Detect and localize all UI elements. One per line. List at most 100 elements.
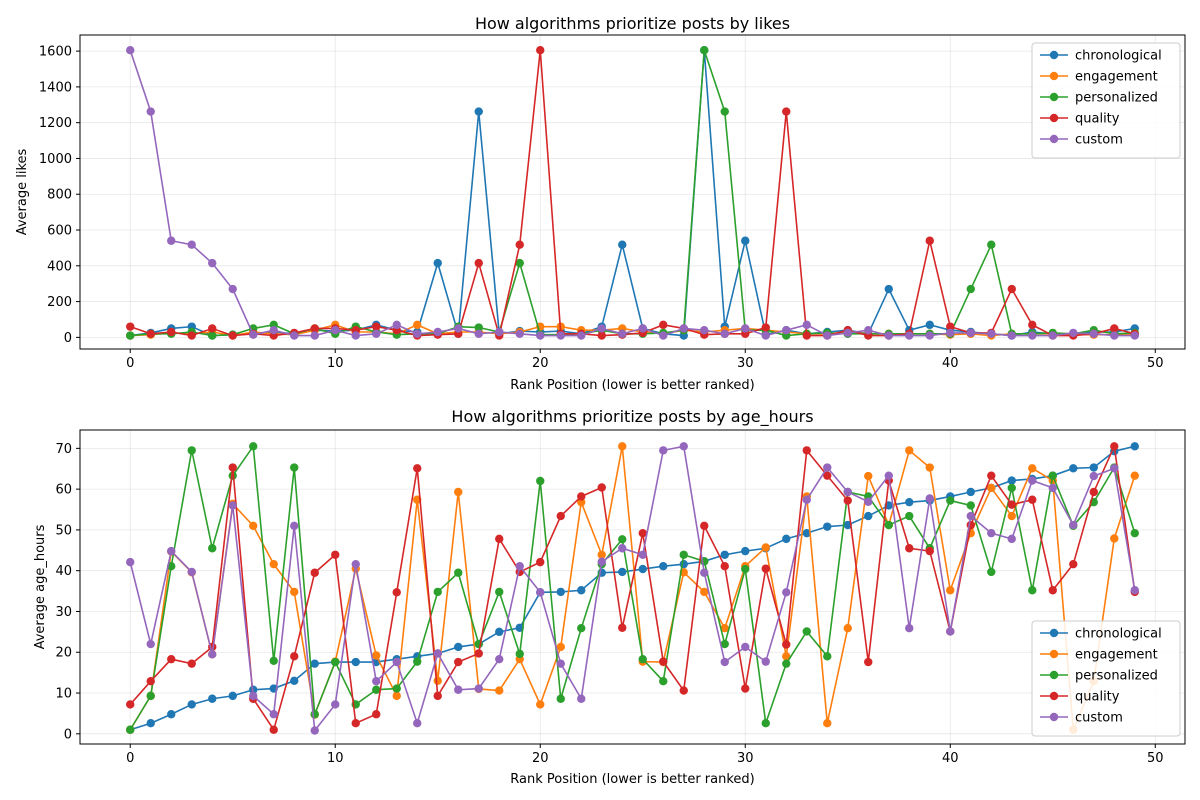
age-hours-chronological-point (495, 627, 504, 637)
age-hours-legend-swatch-marker (1049, 712, 1059, 722)
age-hours-chronological-point (802, 528, 811, 538)
age-hours-custom-point (1130, 586, 1139, 595)
age-hours-custom-point (331, 700, 340, 709)
age-hours-engagement-point (433, 676, 442, 685)
likes-custom-point (802, 320, 811, 330)
age-hours-personalized-point (331, 657, 340, 667)
age-hours-chronological-point (659, 562, 668, 571)
age-hours-x-axis-label: Rank Position (lower is better ranked) (510, 772, 754, 787)
likes-custom-point (310, 331, 319, 340)
age-hours-legend-label: chronological (1075, 627, 1162, 642)
likes-quality-point (761, 323, 770, 332)
age-hours-legend-item-chronological: chronological (1040, 627, 1162, 642)
age-hours-custom-point (946, 627, 955, 636)
age-hours-quality-point (187, 659, 196, 668)
age-hours-custom-point (1110, 464, 1119, 473)
likes-quality-point (1028, 320, 1037, 330)
likes-x-tick-label: 20 (532, 356, 549, 371)
age-hours-custom-point (966, 511, 975, 521)
age-hours-engagement-point (556, 642, 565, 652)
age-hours-engagement-point (700, 587, 709, 597)
likes-series-layer (126, 46, 1139, 340)
likes-custom-point (269, 326, 278, 335)
age-hours-quality-point (290, 652, 299, 661)
age-hours-x-tick-label: 40 (942, 751, 959, 766)
likes-quality-point (782, 107, 791, 116)
likes-quality-point (515, 240, 524, 249)
likes-quality-point (372, 322, 381, 331)
age-hours-personalized-point (454, 568, 463, 577)
likes-x-tick-label: 30 (737, 356, 754, 371)
likes-legend-swatch-marker (1049, 71, 1059, 81)
age-hours-custom-point (925, 494, 934, 503)
age-hours-quality-point (905, 544, 914, 553)
likes-legend-label: quality (1075, 112, 1120, 127)
age-hours-personalized-point (392, 684, 401, 693)
age-hours-engagement-point (269, 559, 278, 569)
age-hours-legend-label: quality (1075, 690, 1120, 705)
likes-custom-point (1089, 329, 1098, 338)
likes-legend: chronological engagement personalized quali… (1031, 42, 1181, 159)
age-hours-y-axis-label: Average age_hours (33, 524, 48, 649)
age-hours-personalized-point (413, 657, 422, 666)
likes-y-tick-label: 400 (47, 259, 72, 274)
age-hours-x-tick-label: 10 (327, 751, 344, 766)
likes-custom-point (679, 324, 688, 333)
age-hours-custom-point (1028, 476, 1037, 485)
age-hours-custom-point (351, 559, 360, 569)
age-hours-y-tick-label: 50 (55, 523, 72, 538)
age-hours-custom-point (1069, 520, 1078, 530)
age-hours-x-tick-label: 30 (737, 751, 754, 766)
likes-chart-title: How algorithms prioritize posts by likes (475, 14, 790, 33)
age-hours-chronological-point (556, 587, 565, 597)
age-hours-quality-point (987, 471, 996, 480)
age-hours-legend-label: custom (1075, 711, 1123, 726)
age-hours-personalized-point (987, 567, 996, 577)
likes-custom-point (515, 329, 524, 338)
likes-custom-point (987, 329, 996, 338)
age-hours-personalized-point (884, 520, 893, 530)
age-hours-quality-point (618, 623, 627, 632)
likes-custom-point (577, 331, 586, 340)
age-hours-personalized-point (310, 710, 319, 719)
likes-legend-label: personalized (1075, 91, 1158, 106)
age-hours-quality-point (167, 654, 176, 664)
age-hours-custom-point (884, 471, 893, 480)
age-hours-personalized-point (556, 694, 565, 703)
age-hours-personalized-point (761, 719, 770, 728)
age-hours-y-tick-label: 30 (55, 605, 72, 620)
likes-custom-point (946, 328, 955, 338)
age-hours-legend-swatch-marker (1049, 691, 1059, 701)
age-hours-custom-point (187, 567, 196, 577)
age-hours-custom-point (290, 521, 299, 531)
likes-legend-item-custom: custom (1040, 133, 1123, 148)
age-hours-personalized-point (126, 725, 135, 734)
age-hours-engagement-point (1028, 464, 1037, 473)
age-hours-chronological-point (782, 534, 791, 544)
likes-quality-point (659, 320, 668, 330)
likes-custom-point (351, 331, 360, 340)
likes-personalized-point (700, 46, 709, 55)
age-hours-custom-point (987, 528, 996, 538)
likes-y-tick-label: 1600 (39, 45, 72, 60)
age-hours-chronological-point (618, 567, 627, 577)
age-hours-chronological-point (864, 511, 873, 521)
likes-quality-point (474, 258, 483, 268)
likes-custom-point (372, 329, 381, 338)
age-hours-personalized-point (1048, 471, 1057, 480)
age-hours-quality-point (495, 534, 504, 544)
age-hours-personalized-point (1130, 528, 1139, 538)
age-hours-custom-point (1048, 483, 1057, 493)
likes-legend-label: engagement (1075, 70, 1158, 85)
likes-quality-point (228, 331, 237, 340)
likes-custom-point (884, 331, 893, 340)
age-hours-custom-point (843, 487, 852, 497)
likes-personalized-point (126, 331, 135, 340)
age-hours-legend: chronological engagement personalized quali… (1031, 620, 1181, 737)
age-hours-quality-point (864, 657, 873, 667)
likes-quality-point (597, 331, 606, 340)
likes-custom-point (167, 236, 176, 245)
likes-quality-point (802, 331, 811, 340)
likes-y-tick-label: 1200 (39, 116, 72, 131)
age-hours-y-tick-label: 20 (55, 646, 72, 661)
